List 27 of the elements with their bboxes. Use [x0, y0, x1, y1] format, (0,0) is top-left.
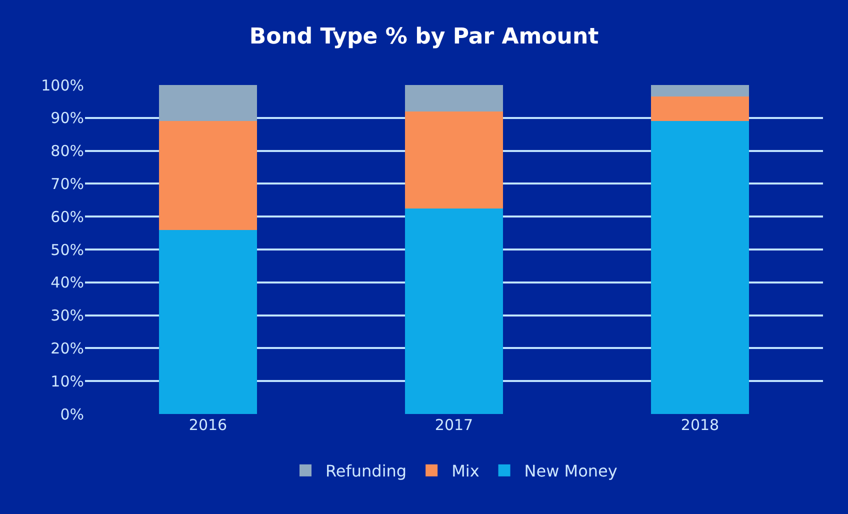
- x-tick-label: 2018: [680, 416, 720, 434]
- bar: [650, 96, 750, 122]
- bar: [404, 208, 504, 414]
- y-tick-label: 20%: [50, 339, 84, 358]
- y-tick-label: 10%: [50, 372, 84, 390]
- y-tick-label: 30%: [50, 306, 84, 325]
- legend-label: New Money: [524, 462, 618, 481]
- y-tick-label: 60%: [50, 208, 84, 226]
- y-tick-label: 100%: [41, 76, 84, 94]
- chart-title: Bond Type % by Par Amount: [249, 24, 600, 50]
- bar: [158, 85, 258, 122]
- x-tick-label: 2016: [188, 416, 228, 434]
- x-tick-label: 2017: [434, 416, 474, 434]
- bar: [404, 85, 504, 112]
- y-tick-label: 40%: [50, 274, 84, 292]
- legend-label: Refunding: [326, 462, 407, 481]
- legend-label: Mix: [452, 462, 480, 481]
- y-tick-label: 80%: [50, 142, 84, 160]
- y-tick-label: 50%: [50, 240, 84, 259]
- bar: [650, 85, 750, 97]
- bar: [404, 111, 504, 208]
- y-tick-label: 0%: [60, 405, 84, 424]
- bar: [158, 230, 258, 414]
- y-tick-label: 90%: [50, 109, 84, 128]
- bar: [650, 121, 750, 414]
- bar: [158, 121, 258, 230]
- y-tick-label: 70%: [50, 174, 84, 193]
